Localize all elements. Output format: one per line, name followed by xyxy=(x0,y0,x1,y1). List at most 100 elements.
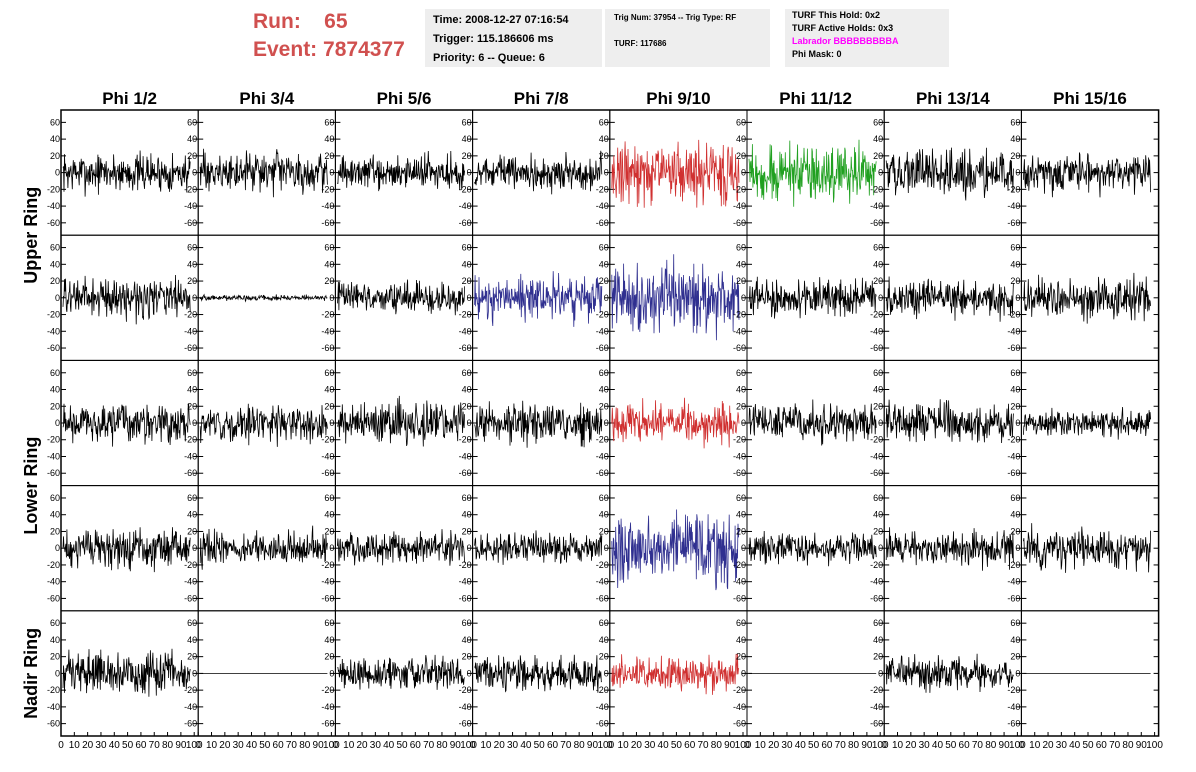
ytick-label: -20 xyxy=(321,685,334,695)
ytick-label: -40 xyxy=(870,326,883,336)
xtick-label: 0 xyxy=(744,740,750,751)
ytick-label: -60 xyxy=(321,218,334,228)
ytick-label: -60 xyxy=(870,719,883,729)
ytick-label: 60 xyxy=(187,493,197,503)
ytick-label: -40 xyxy=(596,326,609,336)
ytick-label: 20 xyxy=(187,401,197,411)
ytick-label: -40 xyxy=(321,201,334,211)
xtick-label: 30 xyxy=(919,740,931,751)
ytick-label: 40 xyxy=(324,259,334,269)
ytick-label: 0 xyxy=(1015,543,1020,553)
ytick-label: -60 xyxy=(184,468,197,478)
ytick-label: -40 xyxy=(459,577,472,587)
ytick-label: -40 xyxy=(733,326,746,336)
ytick-label: -40 xyxy=(733,702,746,712)
ytick-label: 0 xyxy=(329,543,334,553)
xtick-label: 100 xyxy=(872,740,889,751)
ytick-label: -60 xyxy=(321,343,334,353)
ytick-label: 40 xyxy=(1010,259,1020,269)
ytick-label: 40 xyxy=(873,385,883,395)
ytick-label: -20 xyxy=(733,435,746,445)
xtick-label: 30 xyxy=(1056,740,1068,751)
ytick-label: 0 xyxy=(878,293,883,303)
ytick-label: 40 xyxy=(462,635,472,645)
ytick-label: -20 xyxy=(47,310,60,320)
ytick-label: 20 xyxy=(1010,526,1020,536)
ytick-label: -20 xyxy=(184,685,197,695)
ytick-label: 60 xyxy=(873,368,883,378)
ytick-label: 20 xyxy=(599,401,609,411)
xtick-label: 70 xyxy=(835,740,847,751)
ytick-label: -20 xyxy=(459,560,472,570)
ytick-label: 0 xyxy=(741,418,746,428)
waveform-r4-c4 xyxy=(474,530,603,565)
ytick-label: -40 xyxy=(47,326,60,336)
xtick-label: 70 xyxy=(560,740,572,751)
ytick-label: -40 xyxy=(733,201,746,211)
ytick-label: 20 xyxy=(462,652,472,662)
ytick-label: -20 xyxy=(870,310,883,320)
waveform-r2-c2 xyxy=(199,293,328,303)
ytick-label: 0 xyxy=(1015,293,1020,303)
ytick-label: -60 xyxy=(870,468,883,478)
ytick-label: 40 xyxy=(1010,510,1020,520)
ytick-label: -60 xyxy=(733,593,746,603)
xtick-label: 70 xyxy=(149,740,161,751)
ytick-label: -20 xyxy=(733,685,746,695)
ytick-label: -20 xyxy=(596,310,609,320)
waveform-r2-c6 xyxy=(748,276,877,319)
xtick-label: 20 xyxy=(631,740,643,751)
ytick-label: -40 xyxy=(596,577,609,587)
ytick-label: -20 xyxy=(459,310,472,320)
ytick-label: 60 xyxy=(599,493,609,503)
ytick-label: -60 xyxy=(596,719,609,729)
ytick-label: -60 xyxy=(733,719,746,729)
ytick-label: -60 xyxy=(184,593,197,603)
ytick-label: 60 xyxy=(462,243,472,253)
waveform-r2-c7 xyxy=(885,276,1014,322)
ytick-label: -40 xyxy=(321,326,334,336)
xtick-label: 60 xyxy=(410,740,422,751)
ytick-label: -20 xyxy=(596,685,609,695)
xtick-label: 90 xyxy=(313,740,325,751)
active-holds-text: TURF Active Holds: 0x3 xyxy=(792,23,894,33)
ytick-label: -60 xyxy=(184,719,197,729)
ytick-label: -60 xyxy=(459,468,472,478)
xtick-label: 10 xyxy=(206,740,218,751)
ytick-label: 0 xyxy=(192,293,197,303)
ytick-label: -60 xyxy=(47,719,60,729)
ytick-label: -40 xyxy=(596,201,609,211)
ytick-label: -40 xyxy=(184,451,197,461)
ytick-label: -20 xyxy=(870,560,883,570)
waveform-r3-c6 xyxy=(748,399,877,446)
ytick-label: 60 xyxy=(1010,368,1020,378)
ytick-label: 0 xyxy=(55,168,60,178)
xtick-label: 90 xyxy=(450,740,462,751)
ytick-label: 40 xyxy=(187,635,197,645)
ytick-label: 20 xyxy=(50,652,60,662)
ytick-label: -60 xyxy=(459,593,472,603)
xtick-label: 50 xyxy=(808,740,820,751)
xtick-label: 30 xyxy=(507,740,519,751)
xtick-label: 20 xyxy=(905,740,917,751)
ytick-label: 0 xyxy=(604,668,609,678)
ytick-label: 0 xyxy=(192,543,197,553)
waveform-r5-c3 xyxy=(337,654,465,690)
ytick-label: -60 xyxy=(596,593,609,603)
ytick-label: 40 xyxy=(187,134,197,144)
ytick-label: -40 xyxy=(321,702,334,712)
ytick-label: 20 xyxy=(599,276,609,286)
ytick-label: -40 xyxy=(870,201,883,211)
ytick-label: -20 xyxy=(184,310,197,320)
waveform-r3-c2 xyxy=(199,403,328,447)
ytick-label: 60 xyxy=(50,493,60,503)
ytick-label: 40 xyxy=(599,635,609,645)
ytick-label: 20 xyxy=(736,652,746,662)
turf-text: TURF: 117686 xyxy=(614,39,667,48)
ytick-label: -60 xyxy=(870,218,883,228)
ytick-label: 20 xyxy=(736,401,746,411)
xtick-label: 100 xyxy=(735,740,752,751)
ytick-label: -60 xyxy=(47,468,60,478)
priority-text: Priority: 6 -- Queue: 6 xyxy=(433,52,545,64)
